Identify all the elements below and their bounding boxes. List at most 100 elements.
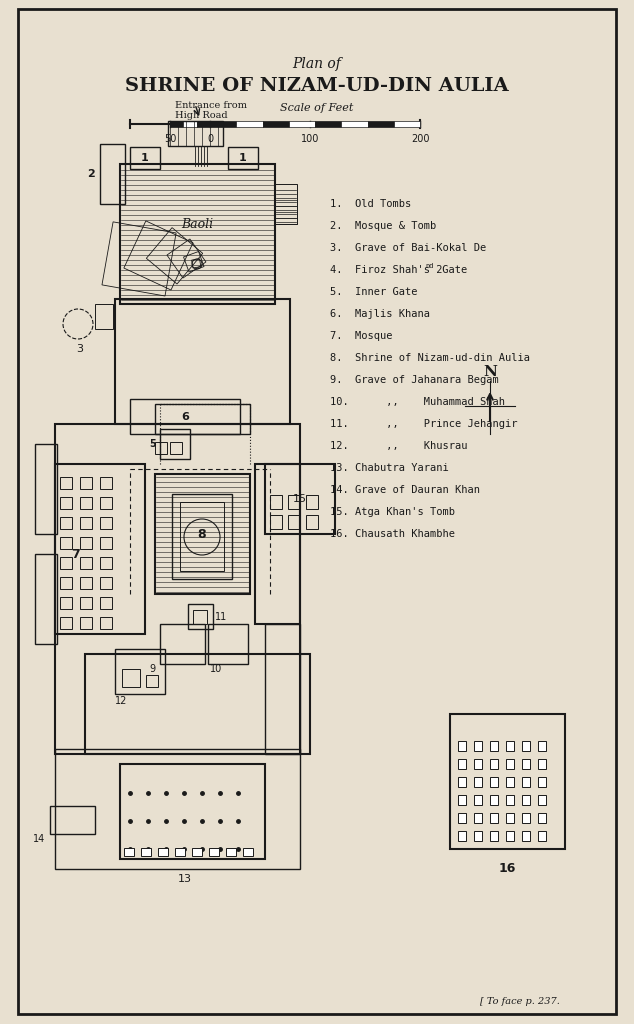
Text: 13. Chabutra Yarani: 13. Chabutra Yarani [330,463,449,473]
Text: Scale of Feet: Scale of Feet [280,103,354,113]
Bar [175,848,185,856]
Bar [80,577,92,589]
Text: [ To face p. 237.: [ To face p. 237. [480,997,560,1007]
Bar [160,429,190,459]
Bar [270,515,282,529]
Bar [170,442,182,454]
Bar [458,813,466,823]
Bar [522,777,530,787]
Bar [155,404,250,434]
Bar [183,121,197,127]
Bar [55,424,300,754]
Text: 12: 12 [115,696,127,706]
Bar [458,831,466,841]
Text: 10.      ,,    Muhammad Shah: 10. ,, Muhammad Shah [330,397,505,407]
Text: 5.  Inner Gate: 5. Inner Gate [330,287,418,297]
Bar [538,759,546,769]
Text: 13: 13 [178,874,192,884]
Bar [60,617,72,629]
Bar [262,121,288,127]
Text: Entrance from: Entrance from [175,101,247,111]
Text: 50: 50 [164,134,176,144]
Bar [265,464,335,534]
Bar [522,795,530,805]
Text: 14. Grave of Dauran Khan: 14. Grave of Dauran Khan [330,485,480,495]
Bar [265,624,300,754]
Text: N: N [483,365,497,379]
Text: High Road: High Road [175,112,228,121]
Text: 12.      ,,    Khusrau: 12. ,, Khusrau [330,441,467,451]
Bar [80,517,92,529]
Bar [100,597,112,609]
Text: 16: 16 [498,862,515,876]
Bar [115,299,290,424]
Bar [160,624,205,664]
Bar [80,537,92,549]
Bar [80,557,92,569]
Text: 16. Chausath Khambhe: 16. Chausath Khambhe [330,529,455,539]
Bar [60,557,72,569]
Bar [172,494,232,579]
Bar [522,759,530,769]
Bar [522,741,530,751]
Bar [228,147,258,169]
Bar [243,848,253,856]
Bar [197,121,210,127]
Bar [506,795,514,805]
Text: Gate: Gate [436,265,468,275]
Text: 8: 8 [198,527,206,541]
Bar [100,557,112,569]
Bar [191,259,201,268]
Bar [130,147,160,169]
Bar [474,777,482,787]
Bar [193,610,207,624]
Text: 1.  Old Tombs: 1. Old Tombs [330,199,411,209]
Text: 14: 14 [33,834,45,844]
Bar [226,848,236,856]
Bar [146,227,203,284]
Bar [538,831,546,841]
Bar [155,442,167,454]
Bar [538,795,546,805]
Bar [95,304,113,329]
Bar [270,495,282,509]
Bar [506,813,514,823]
Bar [170,121,183,127]
Bar [124,221,193,290]
Text: 6: 6 [181,412,189,422]
Bar [490,795,498,805]
Bar [120,164,275,304]
Bar [208,624,248,664]
Text: 9.  Grave of Jahanara Begam: 9. Grave of Jahanara Begam [330,375,499,385]
Bar [450,714,565,849]
Bar [141,848,151,856]
Bar [288,121,315,127]
Text: 7: 7 [70,548,79,560]
Bar [474,831,482,841]
Bar [130,399,240,434]
Bar [85,654,310,754]
Text: 8.  Shrine of Nizam-ud-din Aulia: 8. Shrine of Nizam-ud-din Aulia [330,353,530,362]
Bar [100,537,112,549]
Bar [490,741,498,751]
Bar [100,497,112,509]
Bar [100,477,112,489]
Text: 1: 1 [239,153,247,163]
Bar [490,777,498,787]
Bar [183,252,204,272]
Bar [100,577,112,589]
Bar [100,517,112,529]
Text: 1: 1 [141,153,149,163]
Bar [102,222,176,296]
Bar [50,806,95,834]
Text: SHRINE OF NIZAM-UD-DIN AULIA: SHRINE OF NIZAM-UD-DIN AULIA [125,77,509,95]
Bar [60,597,72,609]
Bar [538,741,546,751]
Bar [315,121,341,127]
Bar [368,121,394,127]
Bar [474,741,482,751]
Bar [288,495,300,509]
Bar [288,515,300,529]
Bar [209,848,219,856]
Bar [538,813,546,823]
